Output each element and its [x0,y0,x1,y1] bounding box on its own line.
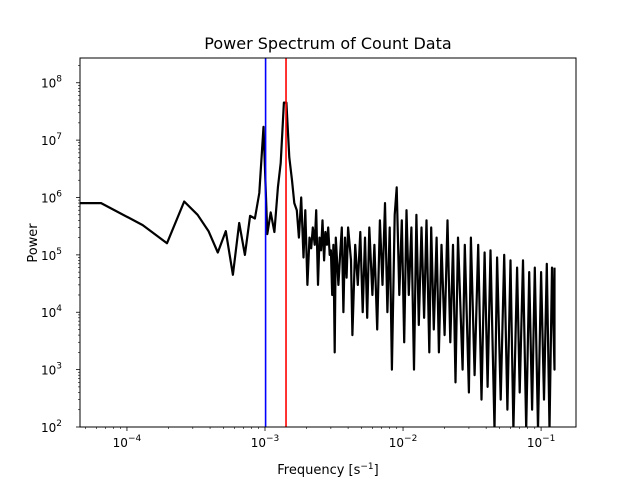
x-tick-label-base: 10 [113,436,128,450]
x-tick-label: 10−1 [527,434,556,450]
y-tick-label-base: 10 [41,306,56,320]
power-spectrum-line [80,101,556,427]
y-tick-label-base: 10 [41,191,56,205]
y-tick-label-exponent: 3 [56,362,62,372]
chart-title: Power Spectrum of Count Data [204,34,451,53]
y-tick-label-base: 10 [41,77,56,91]
x-tick-label-exponent: −1 [542,434,555,444]
y-tick-label: 104 [41,304,62,320]
x-tick-label-base: 10 [389,436,404,450]
x-axis-label-text: Frequency [s [277,463,360,478]
y-tick-label-base: 10 [41,134,56,148]
x-axis-label-exponent: −1 [360,462,373,472]
y-tick-label-exponent: 4 [56,304,62,314]
y-axis-label: Power [26,223,41,263]
y-tick-label: 108 [41,75,62,91]
y-tick-label: 103 [41,362,62,378]
y-tick-label-exponent: 7 [56,132,62,142]
x-axis-label: Frequency [s−1] [277,462,379,478]
y-tick-label: 105 [41,247,62,263]
x-tick-label: 10−4 [113,434,142,450]
y-tick-label-exponent: 2 [56,419,62,429]
x-axis-label-end: ] [374,463,379,478]
x-tick-label-exponent: −2 [404,434,417,444]
axes-frame [79,57,577,428]
y-tick-label: 106 [41,189,62,205]
y-tick-label-base: 10 [41,249,56,263]
x-tick-label-exponent: −3 [266,434,279,444]
plot-area [80,58,556,427]
x-tick-label-base: 10 [527,436,542,450]
y-tick-label-exponent: 6 [56,189,62,199]
y-tick-label-exponent: 5 [56,247,62,257]
y-tick-label: 107 [41,132,62,148]
x-tick-label: 10−2 [389,434,418,450]
x-tick-label-exponent: −4 [128,434,142,444]
x-tick-label-base: 10 [251,436,266,450]
y-tick-label-base: 10 [41,364,56,378]
x-tick-label: 10−3 [251,434,280,450]
y-tick-label-base: 10 [41,421,56,435]
y-tick-label: 102 [41,419,62,435]
y-tick-label-exponent: 8 [56,75,62,85]
